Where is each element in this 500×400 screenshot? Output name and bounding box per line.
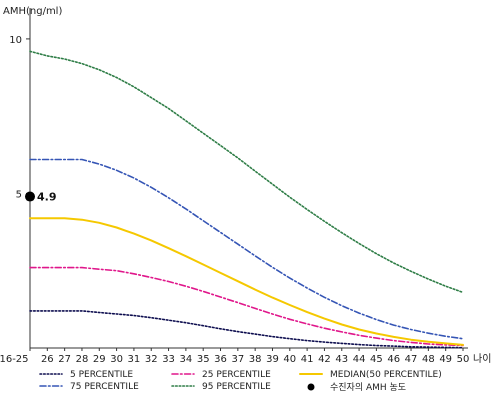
x-tick-label: 48	[422, 354, 435, 365]
x-tick-label: 39	[266, 354, 279, 365]
series-line-25-percentile	[29, 266, 464, 347]
y-tick-label: 5	[16, 189, 22, 200]
x-tick-label: 29	[93, 354, 106, 365]
x-tick-label: 38	[249, 354, 262, 365]
x-tick-label: 40	[283, 354, 296, 365]
x-tick-label: 33	[162, 354, 175, 365]
x-tick-label: 26	[41, 354, 54, 365]
legend-label: 수진자의 AMH 농도	[330, 382, 406, 393]
series-line-95-percentile	[29, 50, 464, 294]
legend-label: 95 PERCENTILE	[202, 382, 271, 392]
x-tick-label: 44	[353, 354, 366, 365]
x-tick-label: 47	[405, 354, 418, 365]
legend-marker-dot	[307, 383, 315, 391]
x-axis-unit: 나이	[473, 353, 491, 365]
x-tick-label: 50	[457, 354, 470, 365]
x-tick-label: 42	[318, 354, 331, 365]
legend-label: MEDIAN(50 PERCENTILE)	[330, 370, 442, 380]
x-tick-label: 34	[180, 354, 193, 365]
legend-label: 25 PERCENTILE	[202, 370, 271, 380]
x-tick-label: 27	[58, 354, 71, 365]
x-tick-label: 45	[370, 354, 383, 365]
y-axis-title: AMH(ng/ml)	[3, 6, 62, 17]
legend-label: 75 PERCENTILE	[70, 382, 139, 392]
x-tick-label: 31	[128, 354, 141, 365]
x-tick-label: 35	[197, 354, 210, 365]
x-tick-label: 32	[145, 354, 158, 365]
x-tick-label: 41	[301, 354, 314, 365]
x-tick-label: 37	[231, 354, 244, 365]
x-tick-label: 30	[110, 354, 123, 365]
x-tick-label: 28	[76, 354, 89, 365]
x-tick-label: 46	[387, 354, 400, 365]
x-tick-label: 16-25	[0, 354, 29, 365]
legend-label: 5 PERCENTILE	[70, 370, 133, 380]
x-tick-label: 43	[335, 354, 348, 365]
y-tick-label: 10	[9, 35, 22, 46]
series-line-75-percentile	[29, 158, 464, 340]
series-line-median-50-percentile-	[29, 217, 464, 346]
x-tick-label: 49	[439, 354, 452, 365]
series-line-5-percentile	[29, 310, 464, 349]
patient-amh-marker	[25, 191, 35, 202]
x-tick-label: 36	[214, 354, 227, 365]
patient-amh-value-label: 4.9	[37, 191, 57, 204]
